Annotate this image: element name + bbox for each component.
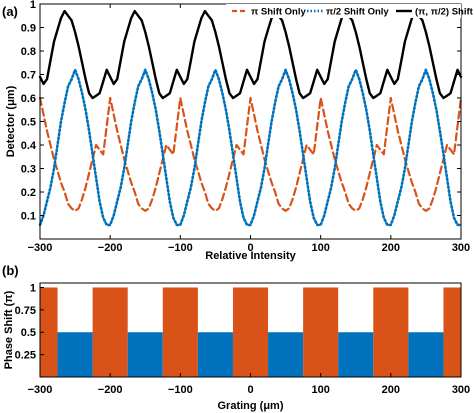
x-tick-label: −100 (168, 384, 193, 396)
bar (127, 332, 163, 377)
bar (303, 287, 339, 377)
panel-a-y-ticks: 0.1 0.2 0.3 0.4 0.5 0.6 0.7 0.8 0.9 1 (21, 0, 461, 223)
y-tick-label: 0.2 (21, 187, 36, 199)
panel-b-x-axis-label: Grating (μm) (217, 400, 283, 412)
panel-b-y-axis-label: Phase Shift (π) (3, 290, 15, 369)
panel-a-series (38, 9, 463, 227)
y-tick-label: 0.9 (21, 23, 36, 35)
x-tick-label: −200 (98, 242, 123, 254)
x-tick-label: 0 (247, 384, 253, 396)
y-tick-label: 0.3 (21, 164, 36, 176)
x-tick-label: −100 (168, 242, 193, 254)
bar (408, 332, 444, 377)
y-tick-label: 1 (30, 0, 36, 11)
y-tick-label: 0.6 (21, 93, 36, 105)
y-tick-label: 0.25 (15, 350, 36, 362)
series-line-1 (38, 68, 463, 227)
series-line-2 (38, 9, 463, 100)
x-tick-label: −200 (98, 384, 123, 396)
legend-background (226, 4, 461, 18)
y-tick-label: 0.75 (15, 305, 36, 317)
panel-b-x-ticks: −300 −200 −100 0 100 200 300 (28, 373, 470, 396)
bar (92, 287, 128, 377)
bar (443, 287, 461, 377)
x-tick-label: 100 (311, 384, 329, 396)
x-tick-label: 300 (452, 384, 470, 396)
x-tick-label: 200 (382, 242, 400, 254)
y-tick-label: 0.5 (21, 327, 36, 339)
panel-b-label: (b) (2, 263, 19, 278)
x-tick-label: −300 (28, 242, 53, 254)
legend-entry-label: π/2 Shift Only (326, 7, 389, 18)
bar (232, 287, 269, 377)
x-tick-label: 100 (311, 242, 329, 254)
x-tick-label: −300 (28, 384, 53, 396)
bar (40, 287, 58, 377)
panel-b-bars (40, 287, 461, 377)
bar (373, 287, 409, 377)
series-line-0 (38, 96, 463, 212)
panel-a-y-axis-label: Detector (μm) (5, 85, 17, 157)
panel-a-x-ticks: −300 −200 −100 0 100 200 300 (28, 4, 470, 254)
legend-entry-label: (π, π/2) Shift (415, 7, 474, 18)
panel-b-bar-chart: (b) −300 −200 −100 0 100 200 300 0.250.50.751 … (2, 263, 470, 412)
y-tick-label: 1 (30, 282, 36, 294)
x-tick-label: 200 (382, 384, 400, 396)
bar (57, 332, 93, 377)
y-tick-label: 0.1 (21, 211, 36, 223)
bar (197, 332, 233, 377)
panel-a-x-axis-label: Relative Intensity (205, 250, 296, 262)
y-tick-label: 0.5 (21, 117, 36, 129)
bar (162, 287, 198, 377)
legend-entry-label: π Shift Only (251, 7, 306, 18)
y-tick-label: 0.8 (21, 46, 36, 58)
panel-b-y-ticks: 0.25 0.5 0.75 1 (15, 282, 44, 362)
y-tick-label: 0.4 (21, 140, 37, 152)
bar (338, 332, 374, 377)
bar (268, 332, 304, 377)
panel-a-label: (a) (2, 4, 18, 19)
panel-a-line-chart: (a) −300 −200 −100 0 100 200 300 0.10.20.30.40… (2, 0, 474, 262)
y-tick-label: 0.7 (21, 70, 36, 82)
panel-a-legend: π Shift Only π/2 Shift Only (π, π/2) Shift (226, 4, 474, 18)
x-tick-label: 0 (247, 242, 253, 254)
x-tick-label: 300 (452, 242, 470, 254)
